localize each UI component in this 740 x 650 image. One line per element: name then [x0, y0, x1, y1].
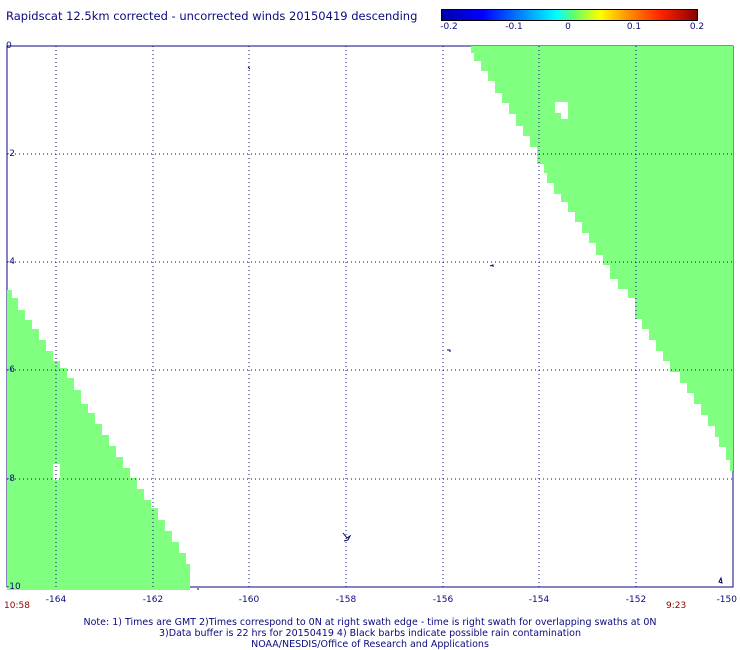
lat-label-0: 0: [6, 41, 12, 51]
lat-label-4: -4: [6, 257, 15, 267]
lat-label-2: -2: [6, 149, 15, 159]
swath-left-gap: [53, 464, 60, 480]
colorbar-label-pos: 0.1: [626, 22, 642, 32]
lat-label-10: -10: [6, 582, 21, 592]
lon-label-164: -164: [46, 595, 67, 605]
note-line-3: NOAA/NESDIS/Office of Research and Appli…: [251, 639, 489, 650]
wind-barb: [447, 349, 451, 352]
lon-label-156: -156: [433, 595, 454, 605]
lat-label-6: -6: [6, 365, 15, 375]
note-line-1: Note: 1) Times are GMT 2)Times correspon…: [83, 617, 657, 628]
lon-label-150: -150: [717, 595, 738, 605]
swath-left: [7, 290, 190, 590]
time-right: 9:23: [666, 601, 686, 611]
note-line-2: 3)Data buffer is 22 hrs for 20150419 4) …: [159, 628, 581, 639]
lon-label-160: -160: [239, 595, 260, 605]
swath-right-gap-2: [561, 112, 568, 119]
time-left: 10:58: [4, 601, 30, 611]
grid: [7, 46, 733, 587]
wind-barbs: [197, 66, 723, 590]
lat-label-8: -8: [6, 474, 15, 484]
lon-label-162: -162: [143, 595, 163, 605]
swath-right: [471, 46, 733, 471]
wind-barb: [489, 264, 494, 267]
lon-label-154: -154: [529, 595, 550, 605]
colorbar-label-neg: -0.1: [505, 22, 523, 32]
colorbar-label-min: -0.2: [440, 22, 458, 32]
lon-label-158: -158: [336, 595, 357, 605]
colorbar-label-max: 0.2: [689, 22, 705, 32]
chart-title: Rapidscat 12.5km corrected - uncorrected…: [6, 9, 418, 23]
wind-barb: [247, 66, 251, 70]
wind-barb: [718, 576, 723, 584]
colorbar-label-zero: 0: [565, 22, 571, 32]
swath-right-gap: [555, 102, 568, 113]
wind-barb: [342, 532, 352, 542]
lon-label-152: -152: [626, 595, 646, 605]
colorbar: [441, 9, 698, 21]
